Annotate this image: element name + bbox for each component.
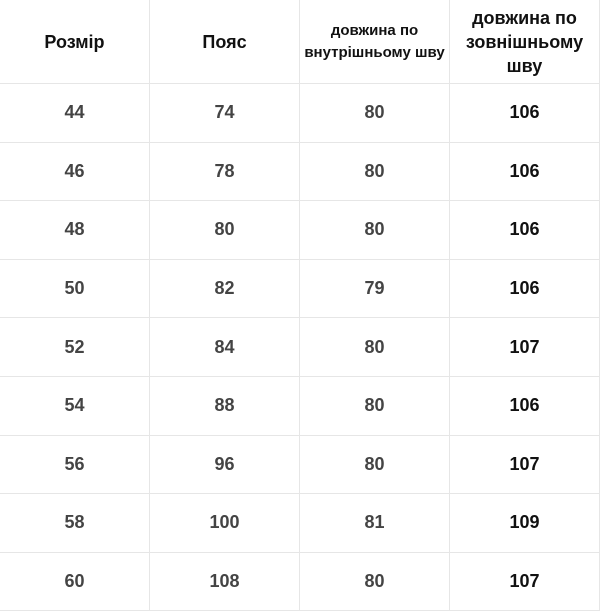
table-row: 44 74 80 106 bbox=[0, 83, 600, 143]
outseam-cell: 106 bbox=[449, 375, 600, 436]
inseam-cell: 81 bbox=[299, 493, 450, 553]
size-cell: 52 bbox=[0, 317, 150, 377]
waist-cell: 80 bbox=[149, 200, 300, 260]
size-cell: 44 bbox=[0, 83, 150, 143]
waist-cell: 88 bbox=[149, 375, 300, 436]
size-cell: 58 bbox=[0, 493, 150, 553]
table-row: 46 78 80 106 bbox=[0, 141, 600, 202]
outseam-cell: 107 bbox=[449, 317, 600, 377]
outseam-cell: 109 bbox=[449, 493, 600, 553]
table-row: 48 80 80 106 bbox=[0, 200, 600, 260]
outseam-cell: 107 bbox=[449, 434, 600, 495]
size-cell: 60 bbox=[0, 551, 150, 611]
inseam-cell: 80 bbox=[299, 375, 450, 436]
table-row: 50 82 79 106 bbox=[0, 258, 600, 319]
size-cell: 54 bbox=[0, 375, 150, 436]
inseam-cell: 80 bbox=[299, 317, 450, 377]
table-row: 56 96 80 107 bbox=[0, 434, 600, 495]
outseam-cell: 106 bbox=[449, 141, 600, 202]
table-row: 52 84 80 107 bbox=[0, 317, 600, 377]
size-cell: 50 bbox=[0, 258, 150, 319]
header-size: Розмір bbox=[0, 0, 150, 84]
waist-cell: 78 bbox=[149, 141, 300, 202]
header-outseam: довжина по зовнішньому шву bbox=[449, 0, 600, 84]
inseam-cell: 80 bbox=[299, 83, 450, 143]
table-row: 60 108 80 107 bbox=[0, 551, 600, 611]
inseam-cell: 80 bbox=[299, 434, 450, 495]
outseam-cell: 107 bbox=[449, 551, 600, 611]
outseam-cell: 106 bbox=[449, 200, 600, 260]
header-inseam: довжина по внутрішньому шву bbox=[299, 0, 450, 84]
inseam-cell: 79 bbox=[299, 258, 450, 319]
waist-cell: 100 bbox=[149, 493, 300, 553]
inseam-cell: 80 bbox=[299, 200, 450, 260]
size-cell: 46 bbox=[0, 141, 150, 202]
waist-cell: 96 bbox=[149, 434, 300, 495]
size-cell: 48 bbox=[0, 200, 150, 260]
header-row: Розмір Пояс довжина по внутрішньому шву … bbox=[0, 0, 600, 84]
waist-cell: 74 bbox=[149, 83, 300, 143]
waist-cell: 82 bbox=[149, 258, 300, 319]
outseam-cell: 106 bbox=[449, 83, 600, 143]
outseam-cell: 106 bbox=[449, 258, 600, 319]
table-row: 58 100 81 109 bbox=[0, 493, 600, 553]
waist-cell: 84 bbox=[149, 317, 300, 377]
table-row: 54 88 80 106 bbox=[0, 375, 600, 436]
header-waist: Пояс bbox=[149, 0, 300, 84]
waist-cell: 108 bbox=[149, 551, 300, 611]
inseam-cell: 80 bbox=[299, 141, 450, 202]
inseam-cell: 80 bbox=[299, 551, 450, 611]
size-cell: 56 bbox=[0, 434, 150, 495]
